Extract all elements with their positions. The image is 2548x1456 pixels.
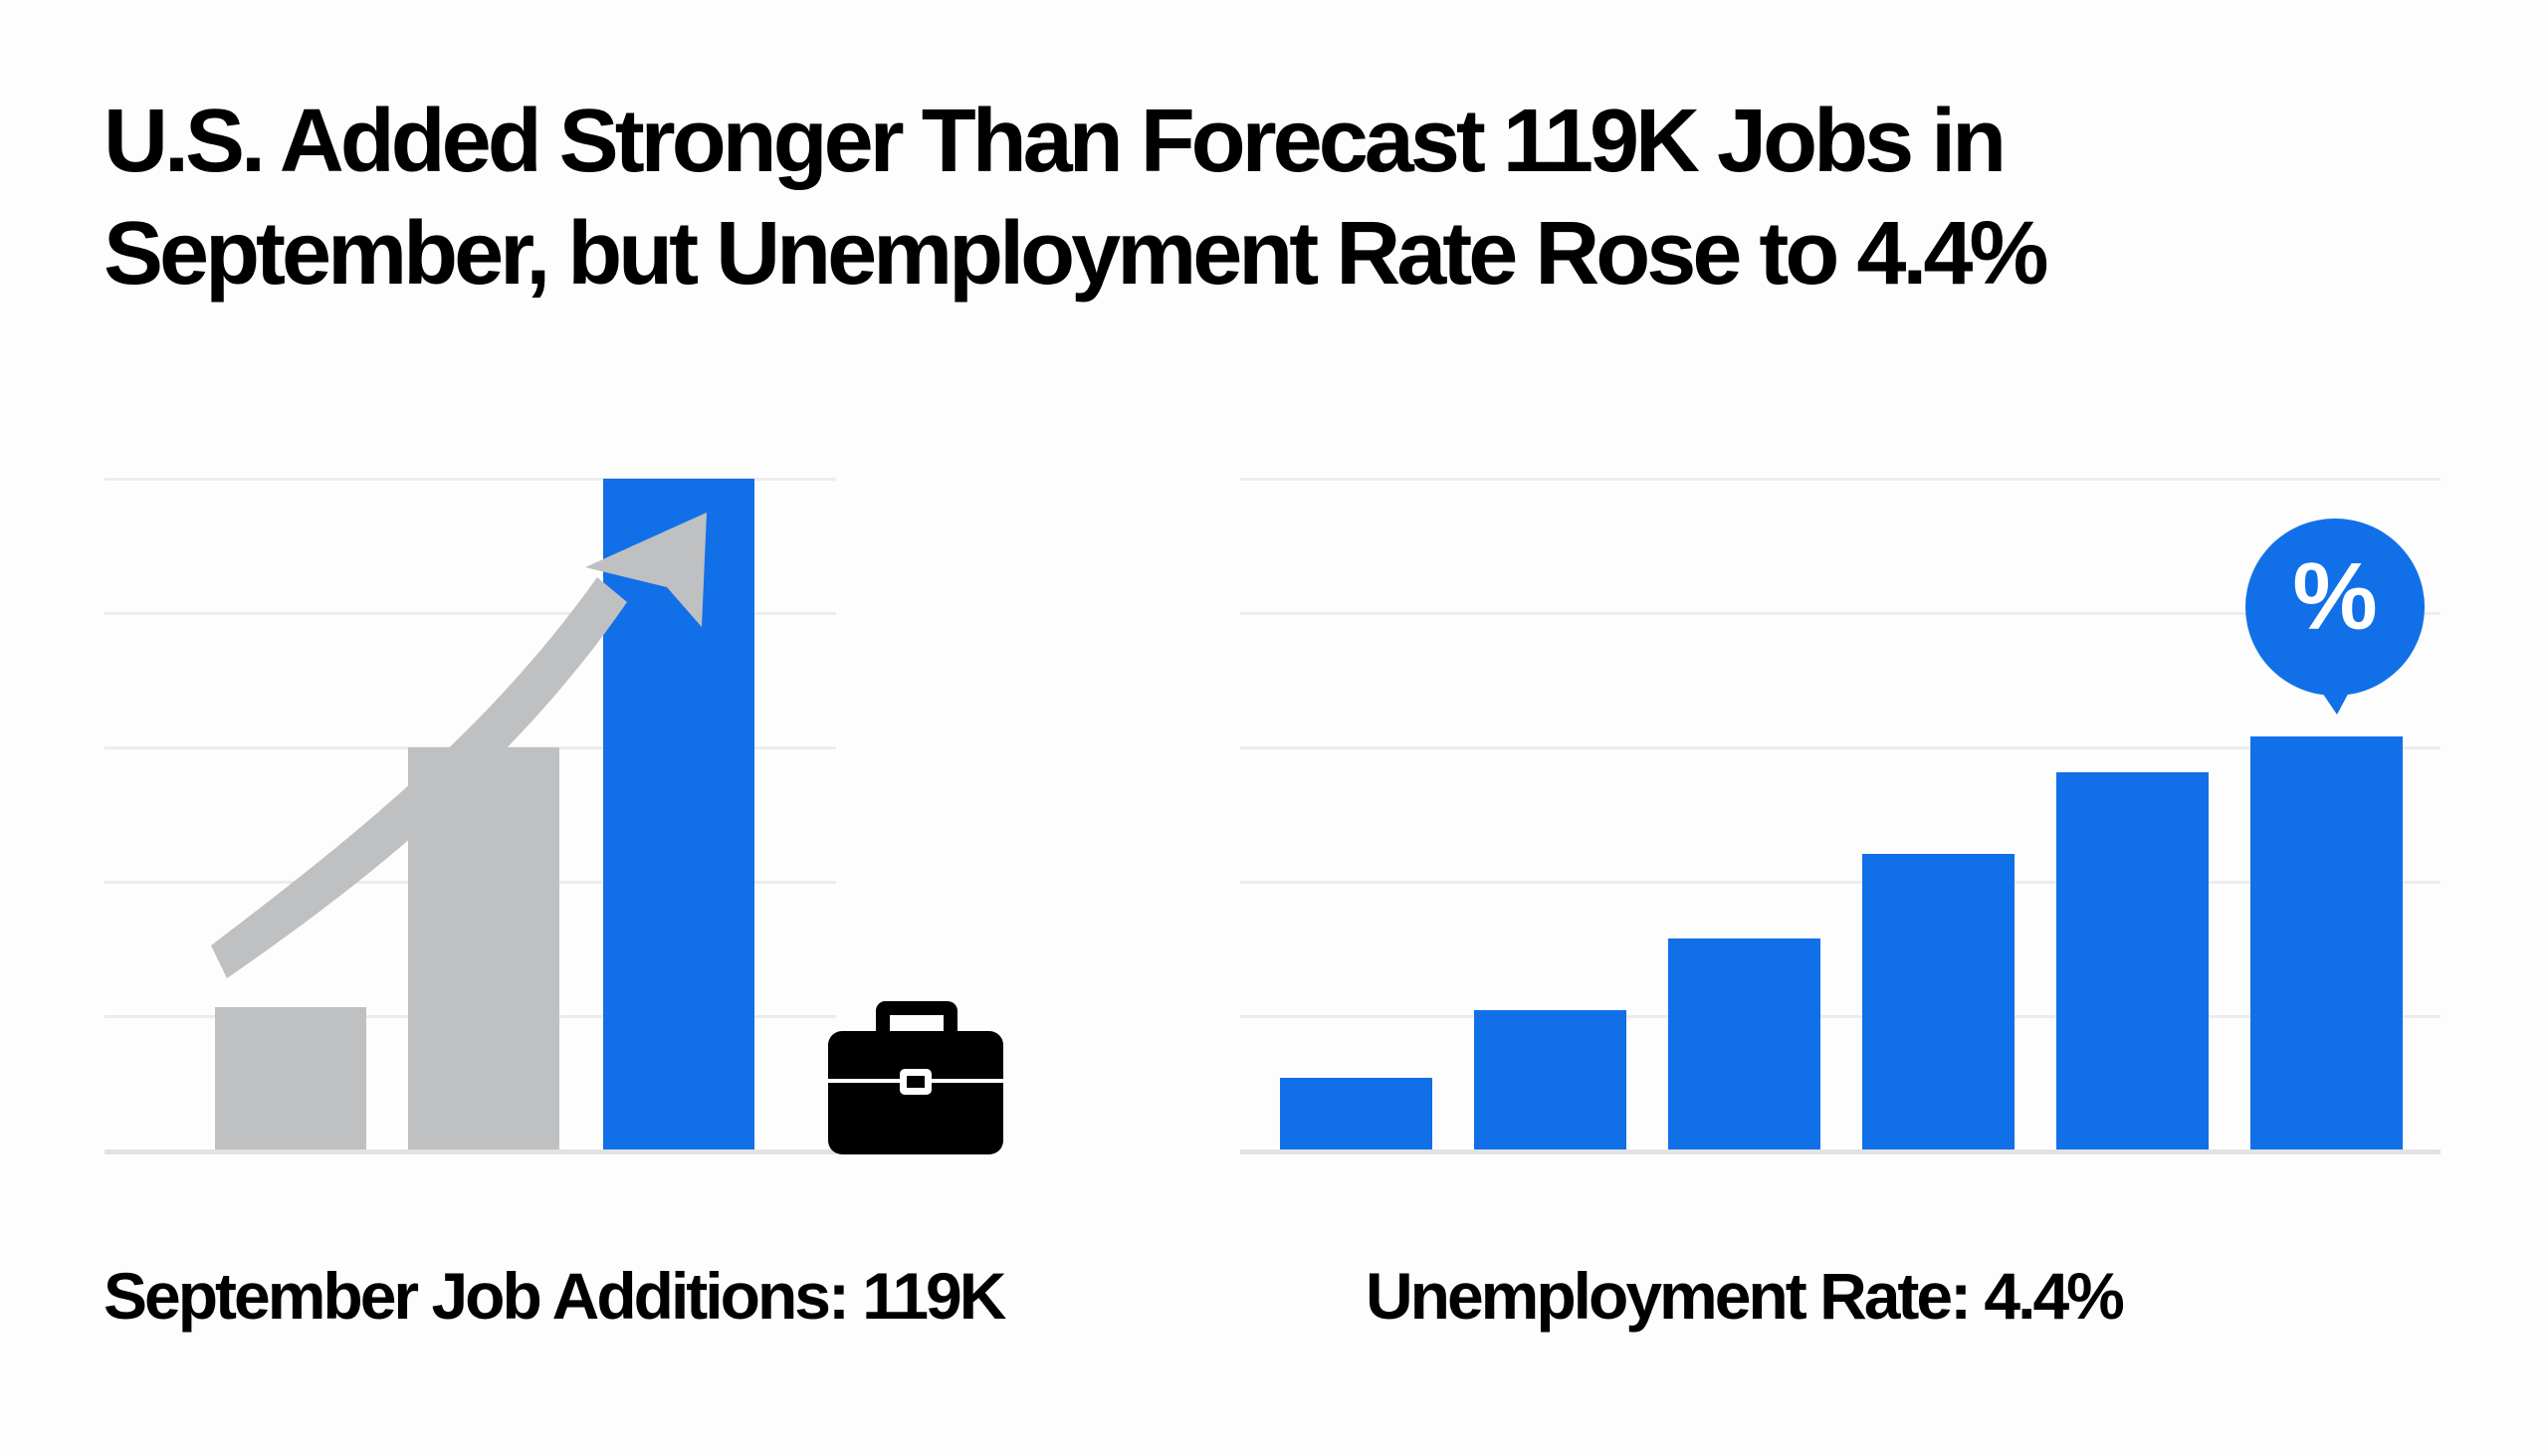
gridline	[1240, 746, 2441, 749]
trend-up-arrow-icon	[211, 513, 707, 978]
gridline	[1240, 881, 2441, 884]
bar-4	[1862, 854, 2015, 1149]
job-additions-caption: September Job Additions: 119K	[104, 1259, 1006, 1333]
bar-1	[1280, 1078, 1432, 1149]
bar-2	[1474, 1010, 1626, 1149]
briefcase-icon	[828, 1001, 1003, 1154]
percent-icon: %	[2292, 543, 2378, 650]
bar-5	[2056, 772, 2209, 1149]
bar-gray-1	[215, 1007, 366, 1149]
percent-badge: %	[2244, 518, 2426, 717]
gridline	[105, 478, 836, 481]
bar-6-latest	[2250, 736, 2403, 1149]
gridline	[1240, 612, 2441, 615]
bar-3	[1668, 938, 1820, 1149]
unemployment-rate-chart	[1240, 468, 2441, 1154]
gridline	[1240, 1015, 2441, 1018]
x-axis-baseline	[105, 1149, 836, 1154]
gridline	[1240, 478, 2441, 481]
x-axis-baseline	[1240, 1149, 2441, 1154]
gridline	[105, 612, 836, 615]
page-title: U.S. Added Stronger Than Forecast 119K J…	[104, 92, 2048, 304]
unemployment-rate-caption: Unemployment Rate: 4.4%	[1366, 1259, 2125, 1333]
